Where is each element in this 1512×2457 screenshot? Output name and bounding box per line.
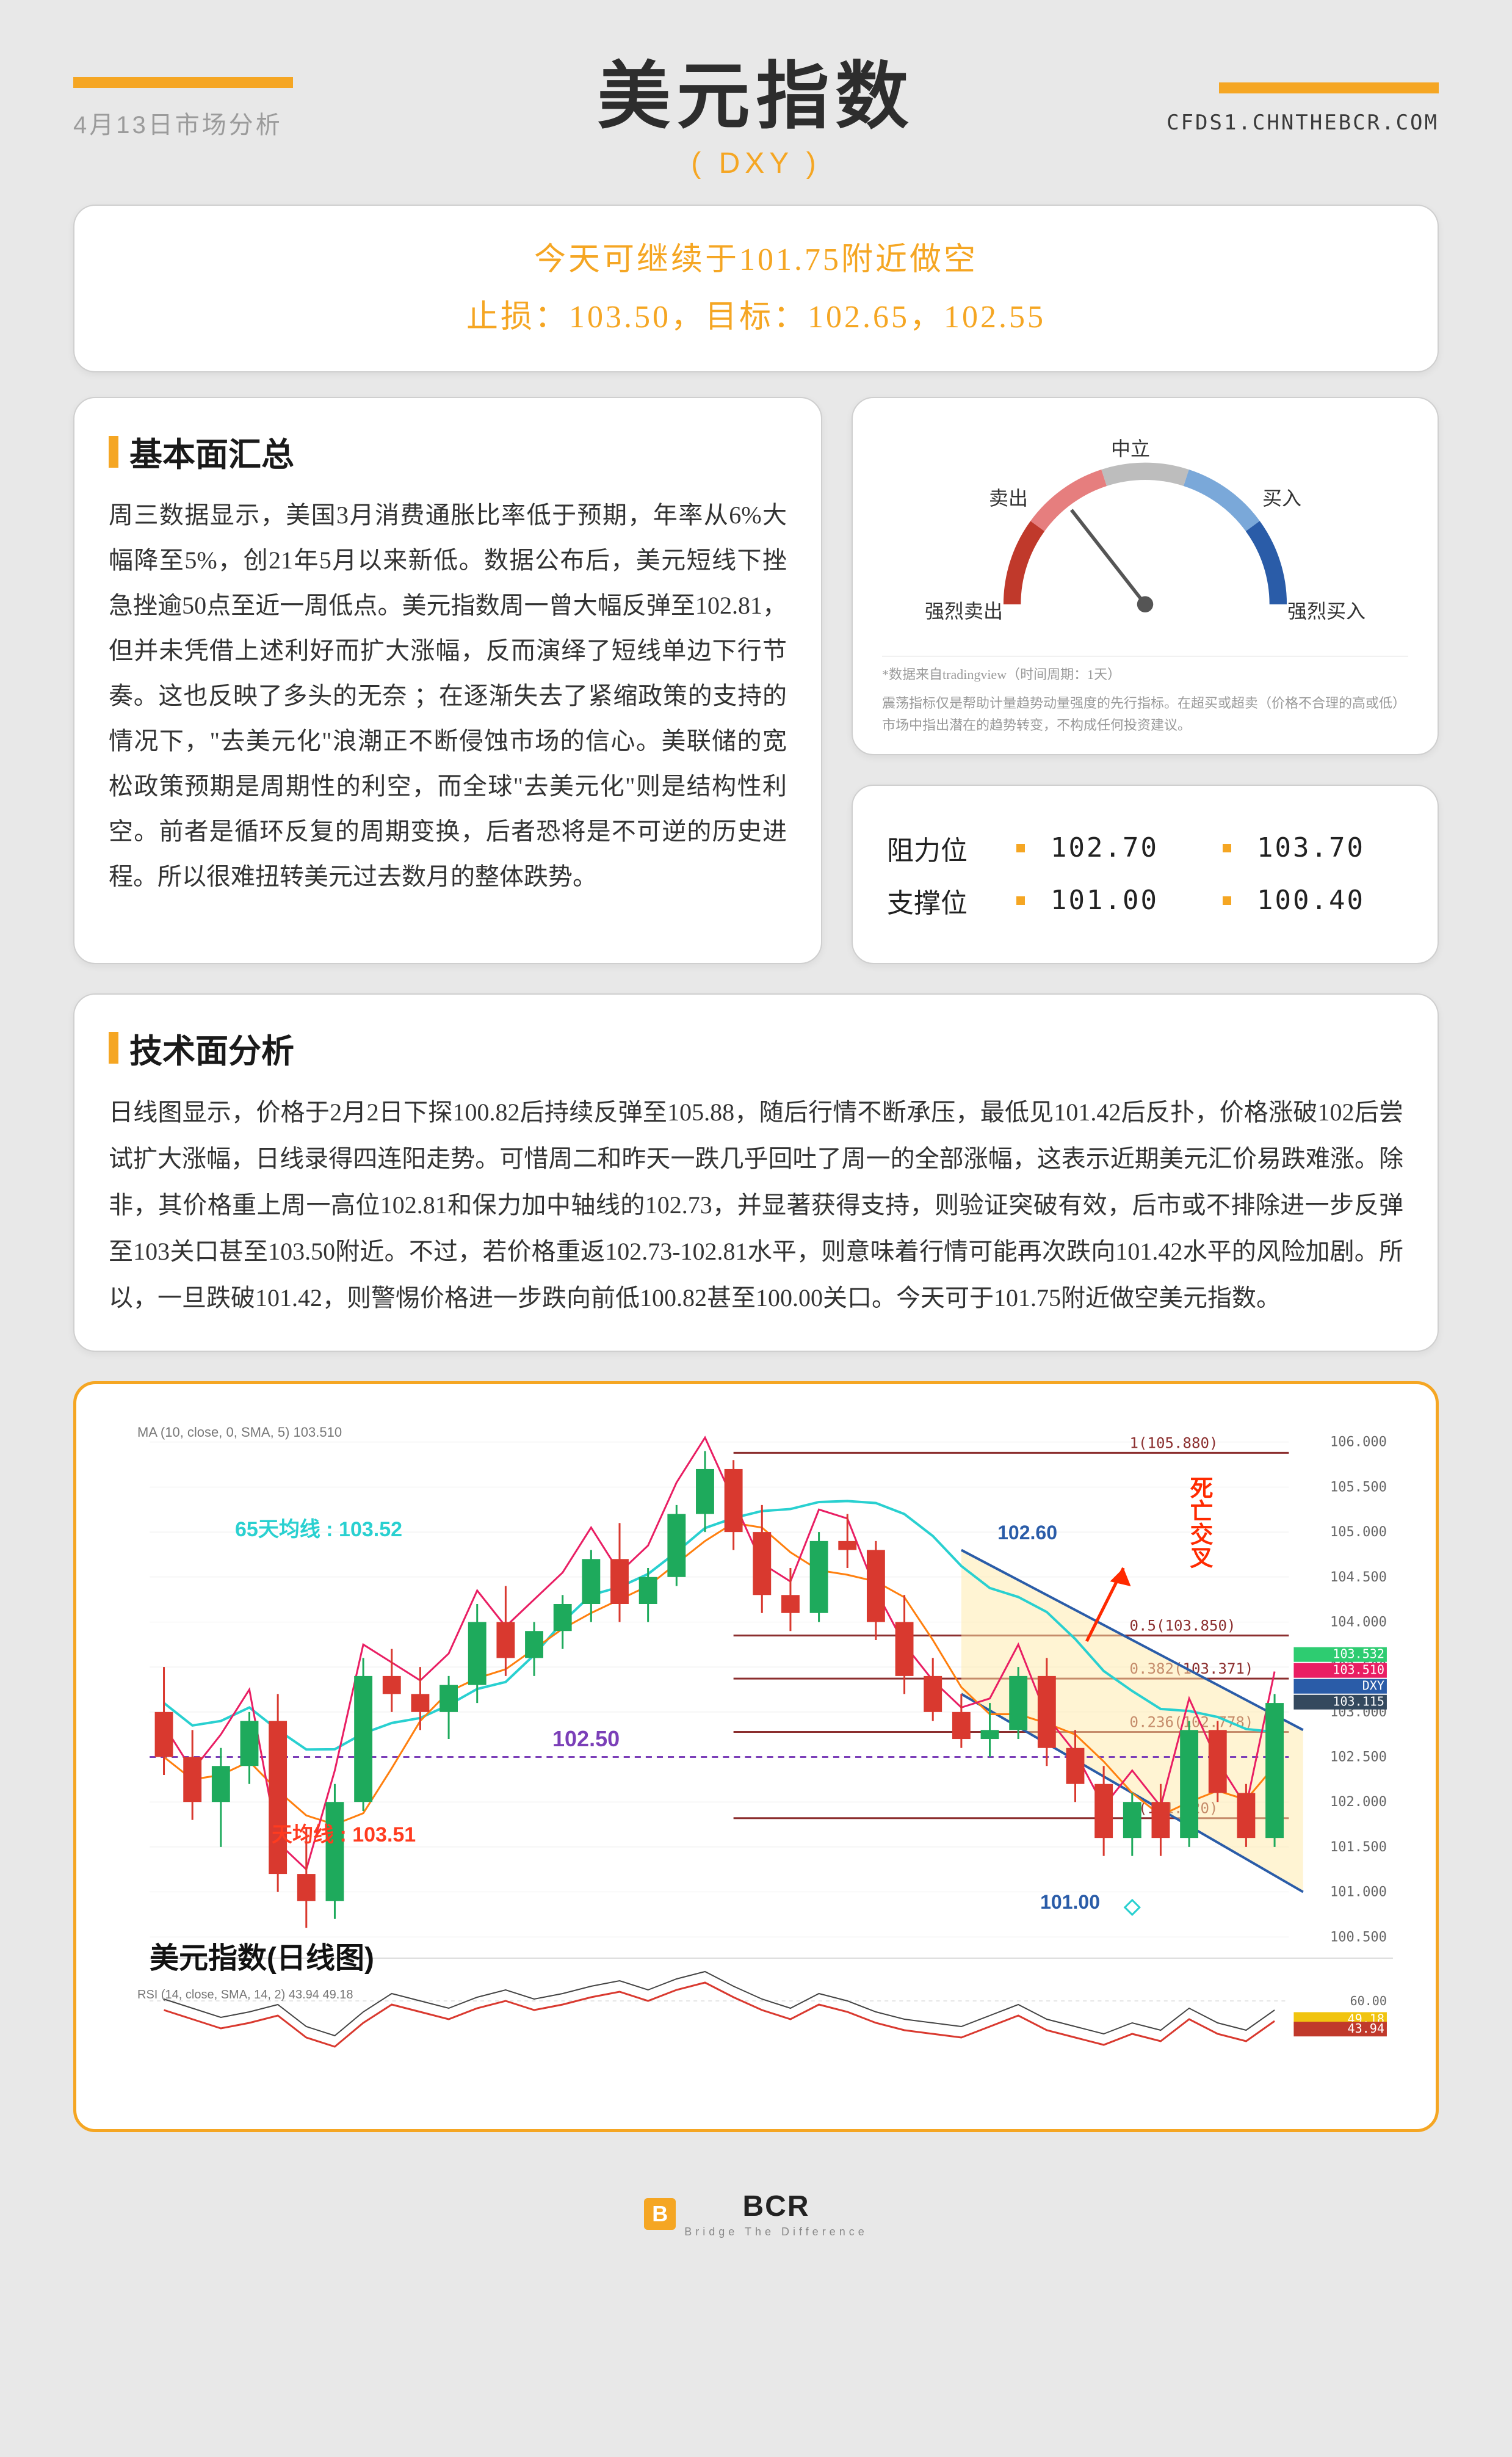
- svg-text:101.500: 101.500: [1330, 1840, 1387, 1855]
- resistance-row: 阻力位 102.70 103.70: [887, 829, 1403, 868]
- header-left: 4月13日市场分析: [73, 77, 439, 140]
- bullet-icon: [1016, 844, 1025, 852]
- svg-text:DXY: DXY: [1362, 1679, 1384, 1693]
- ma65-annotation: 65天均线 : 103.52: [235, 1512, 402, 1542]
- svg-text:43.94: 43.94: [1348, 2021, 1384, 2036]
- gauge-label-buy: 买入: [1262, 483, 1301, 511]
- support-label: 支撑位: [887, 881, 991, 920]
- banner-line2: 止损：103.50，目标：102.65，102.55: [111, 289, 1401, 346]
- chart-card: 1(105.880)0.5(103.850)0.382(103.371)0.23…: [73, 1381, 1439, 2132]
- section-tick-icon: [109, 436, 118, 468]
- resistance-2: 103.70: [1257, 832, 1403, 863]
- svg-text:60.00: 60.00: [1350, 1994, 1387, 2008]
- accent-bar-right: [1219, 82, 1439, 93]
- trade-banner: 今天可继续于101.75附近做空 止损：103.50，目标：102.65，102…: [73, 205, 1439, 372]
- logo-icon: B: [644, 2198, 676, 2230]
- svg-text:105.000: 105.000: [1330, 1525, 1387, 1540]
- gauge-label-strong-buy: 强烈买入: [1287, 596, 1366, 624]
- support-1: 101.00: [1051, 885, 1197, 916]
- brand-tagline: Bridge The Difference: [684, 2226, 867, 2238]
- death-cross-annotation: 死亡交叉: [1182, 1476, 1216, 1569]
- brand-name: BCR: [684, 2190, 867, 2223]
- technical-body: 日线图显示，价格于2月2日下探100.82后持续反弹至105.88，随后行情不断…: [109, 1089, 1403, 1321]
- support-2: 100.40: [1257, 885, 1403, 916]
- support-row: 支撑位 101.00 100.40: [887, 881, 1403, 920]
- svg-text:106.000: 106.000: [1330, 1435, 1387, 1450]
- candlestick-chart: 1(105.880)0.5(103.850)0.382(103.371)0.23…: [113, 1421, 1399, 2105]
- svg-text:104.500: 104.500: [1330, 1570, 1387, 1585]
- bullet-icon: [1016, 896, 1025, 905]
- gauge-label-sell: 卖出: [989, 483, 1028, 511]
- rsi-legend: RSI (14, close, SMA, 14, 2) 43.94 49.18: [137, 1988, 353, 2002]
- fundamental-body: 周三数据显示，美国3月消费通胀比率低于预期，年率从6%大幅降至5%，创21年5月…: [109, 493, 787, 899]
- bullet-icon: [1223, 896, 1231, 905]
- section-tick-icon: [109, 1032, 118, 1064]
- fundamental-card: 基本面汇总 周三数据显示，美国3月消费通胀比率低于预期，年率从6%大幅降至5%，…: [73, 397, 822, 964]
- header-right: CFDS1.CHNTHEBCR.COM: [1073, 82, 1439, 135]
- svg-text:103.532: 103.532: [1333, 1647, 1384, 1661]
- svg-text:101.000: 101.000: [1330, 1884, 1387, 1900]
- bullet-icon: [1223, 844, 1231, 852]
- resistance-1: 102.70: [1051, 832, 1197, 863]
- svg-text:105.500: 105.500: [1330, 1479, 1387, 1495]
- gauge-note2: 震荡指标仅是帮助计量趋势动量强度的先行指标。在超买或超卖（价格不合理的高或低）市…: [882, 692, 1408, 735]
- chart-title: 美元指数(日线图): [150, 1934, 374, 1976]
- ma-orange-annotation: 天均线 : 103.51: [272, 1818, 416, 1848]
- brand-logo: B BCR Bridge The Difference: [644, 2190, 867, 2238]
- svg-text:102.000: 102.000: [1330, 1795, 1387, 1810]
- ma-legend: MA (10, close, 0, SMA, 5) 103.510: [137, 1424, 342, 1440]
- footer: B BCR Bridge The Difference: [73, 2175, 1439, 2253]
- technical-title: 技术面分析: [129, 1024, 294, 1072]
- svg-text:100.500: 100.500: [1330, 1929, 1387, 1945]
- report-date: 4月13日市场分析: [73, 105, 439, 140]
- svg-text:0.5(103.850): 0.5(103.850): [1130, 1617, 1236, 1634]
- svg-text:103.510: 103.510: [1333, 1663, 1384, 1677]
- gauge-note1: *数据来自tradingview（时间周期：1天）: [882, 664, 1408, 685]
- header: 4月13日市场分析 美元指数 ( DXY ) CFDS1.CHNTHEBCR.C…: [73, 37, 1439, 180]
- accent-bar-left: [73, 77, 293, 88]
- technical-card: 技术面分析 日线图显示，价格于2月2日下探100.82后持续反弹至105.88，…: [73, 993, 1439, 1352]
- fundamental-title: 基本面汇总: [129, 427, 294, 476]
- svg-text:104.000: 104.000: [1330, 1614, 1387, 1630]
- svg-text:1(105.880): 1(105.880): [1130, 1434, 1218, 1451]
- site-url: CFDS1.CHNTHEBCR.COM: [1073, 111, 1439, 135]
- gauge-label-neutral: 中立: [1111, 434, 1150, 462]
- channel-top-annotation: 102.60: [997, 1522, 1057, 1544]
- resistance-label: 阻力位: [887, 829, 991, 868]
- purple-mid-annotation: 102.50: [552, 1726, 620, 1752]
- gauge-card: 强烈卖出 卖出 中立 买入 强烈买入 *数据来自tradingview（时间周期…: [852, 397, 1439, 755]
- svg-text:103.115: 103.115: [1333, 1694, 1384, 1709]
- levels-card: 阻力位 102.70 103.70 支撑位 101.00 100.40: [852, 785, 1439, 964]
- page-subtitle: ( DXY ): [439, 147, 1073, 180]
- channel-bottom-annotation: 101.00: [1040, 1891, 1100, 1914]
- header-center: 美元指数 ( DXY ): [439, 37, 1073, 180]
- svg-text:102.500: 102.500: [1330, 1749, 1387, 1765]
- page-title: 美元指数: [439, 37, 1073, 143]
- banner-line1: 今天可继续于101.75附近做空: [111, 231, 1401, 289]
- gauge-chart: 强烈卖出 卖出 中立 买入 强烈买入: [882, 425, 1408, 645]
- gauge-label-strong-sell: 强烈卖出: [925, 596, 1003, 624]
